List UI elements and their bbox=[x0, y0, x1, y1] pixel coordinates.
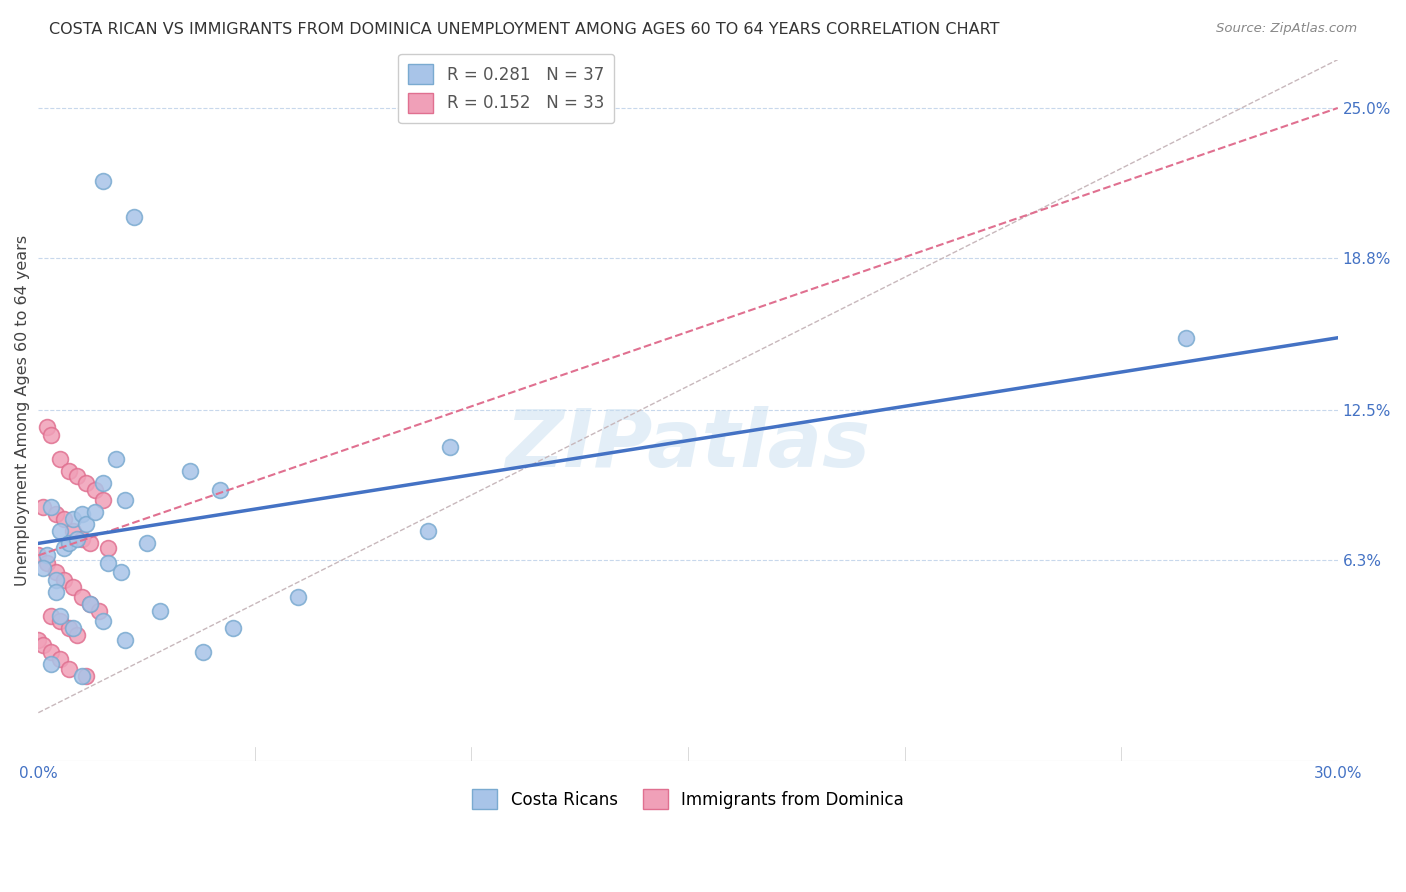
Point bbox=[41, 500, 63, 514]
Point bbox=[191, 645, 214, 659]
Point bbox=[135, 536, 157, 550]
Point bbox=[49, 652, 72, 666]
Point bbox=[97, 541, 120, 556]
Point bbox=[45, 566, 67, 580]
Point bbox=[114, 492, 136, 507]
Point bbox=[62, 512, 84, 526]
Point bbox=[110, 566, 132, 580]
Point bbox=[41, 427, 63, 442]
Point bbox=[122, 210, 145, 224]
Point bbox=[27, 633, 49, 648]
Point bbox=[31, 560, 53, 574]
Point bbox=[149, 604, 172, 618]
Point bbox=[53, 512, 76, 526]
Point bbox=[58, 464, 80, 478]
Point bbox=[91, 173, 114, 187]
Point bbox=[35, 420, 58, 434]
Point bbox=[105, 451, 128, 466]
Point bbox=[58, 621, 80, 635]
Point bbox=[49, 614, 72, 628]
Text: COSTA RICAN VS IMMIGRANTS FROM DOMINICA UNEMPLOYMENT AMONG AGES 60 TO 64 YEARS C: COSTA RICAN VS IMMIGRANTS FROM DOMINICA … bbox=[49, 22, 1000, 37]
Point bbox=[209, 483, 232, 498]
Point bbox=[53, 541, 76, 556]
Point bbox=[75, 669, 97, 683]
Point bbox=[179, 464, 201, 478]
Text: Source: ZipAtlas.com: Source: ZipAtlas.com bbox=[1216, 22, 1357, 36]
Point bbox=[58, 662, 80, 676]
Point bbox=[45, 573, 67, 587]
Point bbox=[31, 638, 53, 652]
Point bbox=[41, 609, 63, 624]
Point bbox=[45, 508, 67, 522]
Point bbox=[87, 604, 110, 618]
Point bbox=[75, 475, 97, 490]
Point bbox=[222, 621, 245, 635]
Point bbox=[58, 536, 80, 550]
Point bbox=[27, 549, 49, 563]
Y-axis label: Unemployment Among Ages 60 to 64 years: Unemployment Among Ages 60 to 64 years bbox=[15, 235, 30, 586]
Point bbox=[70, 669, 93, 683]
Point bbox=[79, 536, 101, 550]
Point bbox=[66, 628, 89, 642]
Point bbox=[49, 609, 72, 624]
Point bbox=[418, 524, 440, 539]
Point bbox=[70, 508, 93, 522]
Point bbox=[70, 532, 93, 546]
Point bbox=[35, 549, 58, 563]
Point bbox=[75, 516, 97, 531]
Point bbox=[62, 580, 84, 594]
Point bbox=[62, 621, 84, 635]
Point bbox=[287, 590, 309, 604]
Point bbox=[66, 532, 89, 546]
Point bbox=[83, 483, 105, 498]
Point bbox=[45, 584, 67, 599]
Point bbox=[41, 657, 63, 672]
Point bbox=[114, 633, 136, 648]
Point bbox=[79, 597, 101, 611]
Point bbox=[53, 573, 76, 587]
Point bbox=[62, 524, 84, 539]
Text: ZIPatlas: ZIPatlas bbox=[506, 407, 870, 484]
Point bbox=[31, 500, 53, 514]
Point bbox=[91, 492, 114, 507]
Point bbox=[41, 645, 63, 659]
Point bbox=[91, 475, 114, 490]
Legend: Costa Ricans, Immigrants from Dominica: Costa Ricans, Immigrants from Dominica bbox=[465, 782, 911, 816]
Point bbox=[91, 614, 114, 628]
Point bbox=[1175, 331, 1198, 345]
Point bbox=[66, 468, 89, 483]
Point bbox=[79, 597, 101, 611]
Point bbox=[49, 451, 72, 466]
Point bbox=[97, 556, 120, 570]
Point bbox=[439, 440, 461, 454]
Point bbox=[83, 505, 105, 519]
Point bbox=[49, 524, 72, 539]
Point bbox=[70, 590, 93, 604]
Point bbox=[35, 556, 58, 570]
